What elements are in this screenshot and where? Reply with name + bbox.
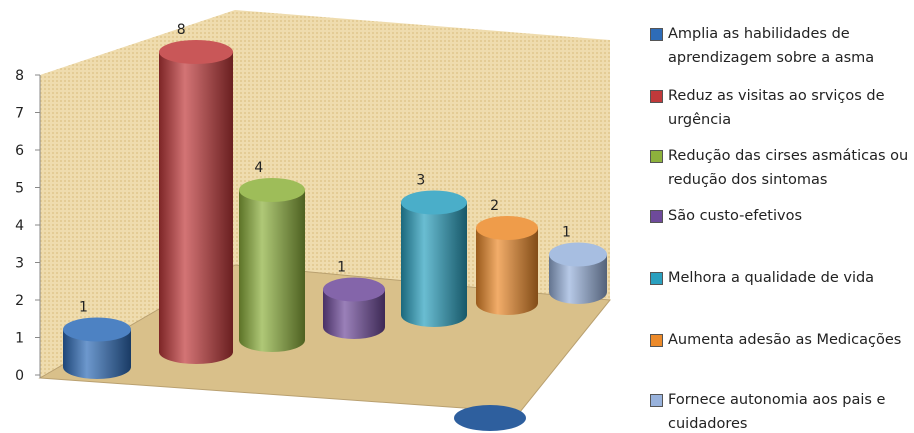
- legend-item: Amplia as habilidades de aprendizagem so…: [650, 22, 912, 70]
- data-label: 4: [254, 160, 263, 176]
- cylinder-body: [63, 329, 131, 379]
- y-tick-label: 4: [15, 218, 24, 234]
- y-tick-label: 3: [15, 256, 24, 272]
- bar: [476, 216, 538, 315]
- y-tick-label: 1: [15, 331, 24, 347]
- y-tick-label: 5: [15, 181, 24, 197]
- cylinder-top: [401, 190, 467, 215]
- data-label: 1: [337, 260, 346, 276]
- bar: [549, 242, 607, 304]
- legend-item: Fornece autonomia aos pais e cuidadores: [650, 388, 912, 433]
- legend-label: Melhora a qualidade de vida: [668, 270, 875, 286]
- cylinder-body: [401, 202, 467, 327]
- legend-item: São custo-efetivos: [650, 204, 912, 228]
- legend-label: Fornece autonomia aos pais e cuidadores: [668, 392, 886, 432]
- cylinder-body: [323, 289, 385, 339]
- legend-swatch: [650, 394, 663, 407]
- cylinder-body: [476, 228, 538, 315]
- bar: [401, 190, 467, 327]
- legend-label: Redução das cirses asmáticas ou redução …: [668, 148, 909, 188]
- cylinder-body: [239, 190, 305, 352]
- legend-label: Reduz as visitas ao srviços de urgência: [668, 88, 885, 128]
- y-tick-label: 6: [15, 143, 24, 159]
- data-label: 2: [490, 198, 499, 214]
- legend-label: Amplia as habilidades de aprendizagem so…: [668, 26, 875, 66]
- legend-swatch: [650, 272, 663, 285]
- data-label: 3: [416, 173, 425, 189]
- legend-item: Reduz as visitas ao srviços de urgência: [650, 84, 912, 132]
- bar: [323, 277, 385, 339]
- legend-swatch: [650, 150, 663, 163]
- cylinder-top: [159, 40, 233, 64]
- cylinder-top: [323, 277, 385, 302]
- cylinder-top: [63, 317, 131, 342]
- legend-swatch: [650, 210, 663, 223]
- cylinder-top: [549, 242, 607, 267]
- cylinder-top: [476, 216, 538, 240]
- legend-swatch: [650, 334, 663, 347]
- legend-label: Aumenta adesão as Medicações: [668, 332, 902, 348]
- legend-item: Aumenta adesão as Medicações: [650, 328, 912, 352]
- legend-label: São custo-efetivos: [668, 208, 803, 224]
- bar: [63, 317, 131, 379]
- legend-item: Redução das cirses asmáticas ou redução …: [650, 144, 912, 192]
- data-label: 8: [177, 22, 186, 38]
- cylinder-top: [239, 178, 305, 202]
- decoration: [454, 405, 526, 431]
- bar: [159, 40, 233, 364]
- data-label: 1: [562, 225, 571, 241]
- y-tick-label: 0: [15, 368, 24, 384]
- legend-swatch: [650, 90, 663, 103]
- legend-swatch: [650, 28, 663, 41]
- bar: [239, 178, 305, 352]
- data-label: 1: [79, 300, 88, 316]
- y-tick-label: 8: [15, 68, 24, 84]
- y-tick-label: 2: [15, 293, 24, 309]
- cylinder-body: [159, 52, 233, 364]
- y-tick-label: 7: [15, 106, 24, 122]
- cylinder-body: [549, 254, 607, 304]
- chart: 0 1 2 3 4 5 6 7 8 1 8 4 1 3 2 1: [15, 10, 611, 431]
- legend-item: Melhora a qualidade de vida: [650, 266, 912, 290]
